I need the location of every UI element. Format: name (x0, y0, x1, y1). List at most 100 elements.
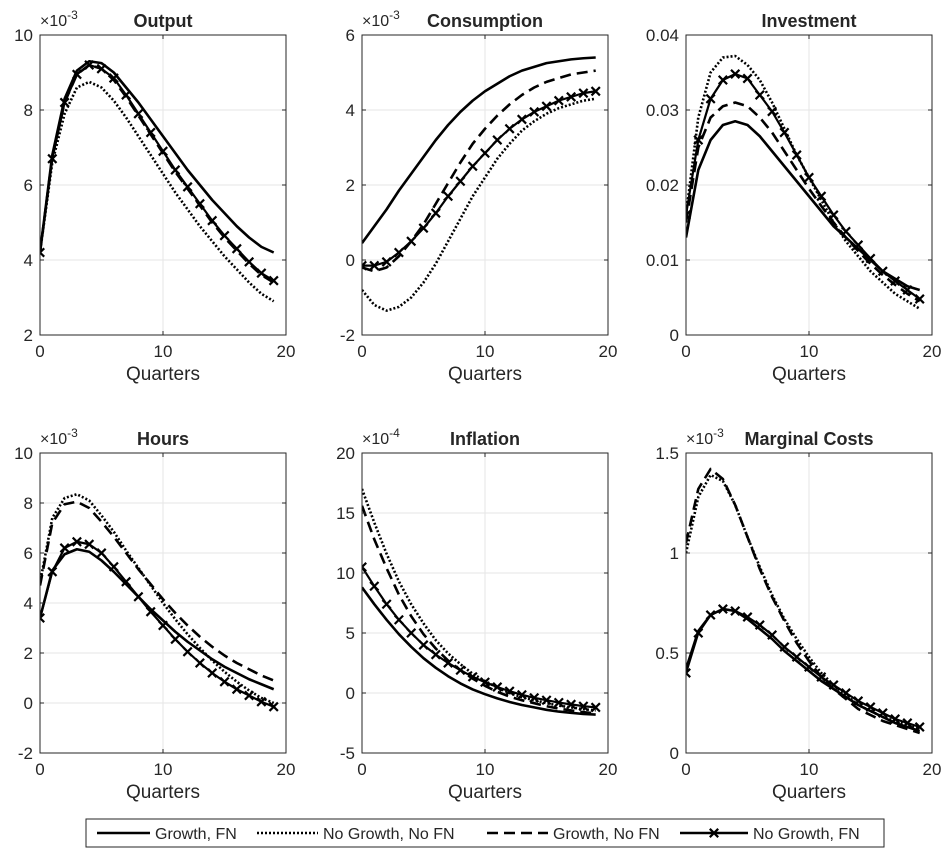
x-marker-point (686, 210, 691, 220)
series-line-dashed (362, 505, 596, 715)
y-tick-label: 0 (670, 326, 679, 345)
x-marker-point (256, 696, 267, 707)
panel-marginal-costs: 0 10 20 0 0.5 1 1.5 ×10-3 Marginal Costs Quarters (655, 426, 941, 803)
x-marker-point (492, 135, 503, 145)
x-marker-point (467, 671, 478, 682)
x-marker-point (467, 161, 478, 172)
panel-output: 0 10 20 2 4 6 8 10 ×10-3 Output Quarters (14, 8, 295, 385)
x-marker-point (480, 677, 490, 688)
x-marker-point (890, 714, 901, 724)
x-tick-label: 10 (800, 342, 819, 361)
y-tick-label: 10 (14, 26, 33, 45)
y-tick-label: 4 (24, 251, 33, 270)
y-tick-label: -2 (340, 326, 355, 345)
x-marker-point (406, 236, 417, 247)
x-marker-point (828, 680, 839, 690)
x-marker-point (566, 91, 577, 102)
x-marker-point (541, 101, 552, 112)
y-tick-label: 6 (346, 26, 355, 45)
x-marker-point (541, 695, 552, 706)
y-tick-label: 0.01 (646, 251, 679, 270)
x-marker-point (516, 689, 527, 700)
x-marker-point (244, 690, 255, 701)
x-marker-point (914, 722, 925, 732)
x-marker-point (59, 97, 70, 108)
x-marker-point (754, 90, 765, 100)
x-marker-point (804, 172, 814, 183)
y-tick-label: -2 (18, 744, 33, 763)
series-line-dotted (362, 97, 596, 312)
x-marker-point (840, 226, 851, 237)
x-marker-point (853, 240, 864, 250)
x-marker-point (381, 599, 392, 610)
x-marker-point (231, 243, 242, 254)
series-line-solid (362, 586, 596, 716)
x-marker-point (182, 646, 193, 657)
panel-title: Marginal Costs (744, 429, 873, 449)
x-marker-point (840, 688, 851, 698)
axis-exponent-power: -4 (389, 426, 400, 440)
x-marker-point (158, 620, 168, 631)
series-line-dashed (40, 63, 275, 284)
series-line-solid (40, 59, 275, 254)
y-tick-label: 6 (24, 544, 33, 563)
x-marker-point (145, 127, 156, 138)
legend-label: No Growth, FN (753, 826, 860, 843)
x-marker-point (47, 566, 58, 577)
x-marker-point (362, 562, 367, 572)
x-marker-point (742, 73, 753, 84)
legend-box (85, 818, 885, 848)
x-marker-point (742, 612, 753, 622)
x-axis-label: Quarters (772, 782, 846, 803)
axis-exponent-base: ×10 (362, 13, 389, 30)
x-tick-label: 0 (357, 760, 366, 779)
x-marker-point (705, 93, 716, 104)
axis-exponent: ×10-3 (40, 8, 78, 30)
series-line-solid (40, 547, 275, 691)
y-tick-label: 10 (14, 444, 33, 463)
legend: Growth, FN No Growth, No FN Growth, No FN N… (85, 818, 885, 848)
axis-exponent-base: ×10 (40, 13, 67, 30)
panel-title: Consumption (427, 11, 543, 31)
y-tick-label: 4 (346, 101, 355, 120)
x-marker-point (705, 610, 716, 620)
x-tick-label: 10 (476, 342, 495, 361)
x-marker-point (717, 604, 728, 614)
y-tick-label: 0 (670, 744, 679, 763)
x-marker-point (693, 135, 704, 145)
x-marker-point (590, 702, 601, 713)
x-marker-point (219, 230, 230, 241)
y-tick-label: 0.02 (646, 176, 679, 195)
x-marker-point (369, 260, 380, 271)
x-marker-point (902, 718, 913, 728)
x-marker-point (686, 668, 691, 678)
x-marker-point (207, 668, 218, 678)
x-marker-point (71, 69, 82, 80)
x-marker-point (194, 198, 205, 209)
x-marker-point (40, 613, 45, 623)
y-tick-label: 0 (24, 694, 33, 713)
y-tick-label: 0.04 (646, 26, 679, 45)
x-marker-point (170, 634, 181, 645)
axis-exponent-power: -3 (67, 426, 78, 440)
x-marker-point (108, 73, 119, 84)
x-marker-point (779, 127, 790, 138)
panel-title: Output (134, 11, 193, 31)
x-marker-point (480, 148, 490, 159)
y-tick-label: 20 (336, 444, 355, 463)
axis-exponent-base: ×10 (362, 431, 389, 448)
legend-label: Growth, FN (155, 826, 237, 843)
x-marker-point (158, 146, 168, 157)
x-marker-point (369, 581, 380, 592)
series-group (40, 492, 279, 712)
x-marker-point (418, 223, 429, 234)
x-marker-point (207, 215, 218, 226)
x-marker-point (804, 662, 814, 672)
y-tick-label: 8 (24, 101, 33, 120)
x-marker-point (96, 548, 107, 558)
x-marker-point (504, 123, 515, 134)
panel-title: Inflation (450, 429, 520, 449)
x-marker-point (268, 701, 279, 712)
x-marker-point (133, 108, 144, 119)
